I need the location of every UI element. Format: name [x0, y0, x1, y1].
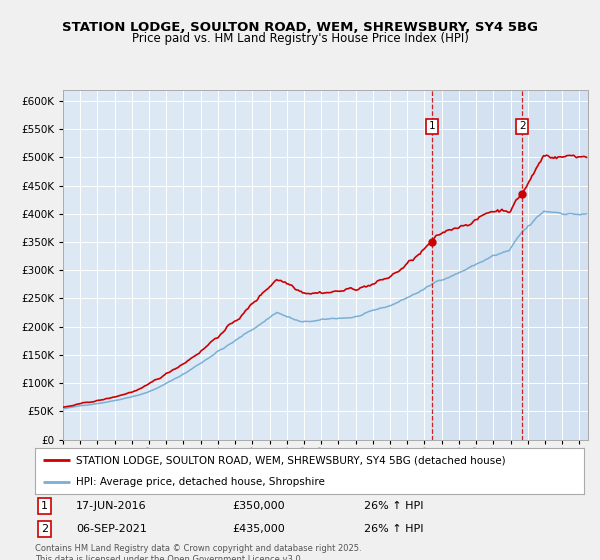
Text: Price paid vs. HM Land Registry's House Price Index (HPI): Price paid vs. HM Land Registry's House … — [131, 32, 469, 45]
Bar — [433, 90, 588, 440]
Text: 1: 1 — [429, 122, 436, 131]
Text: STATION LODGE, SOULTON ROAD, WEM, SHREWSBURY, SY4 5BG: STATION LODGE, SOULTON ROAD, WEM, SHREWS… — [62, 21, 538, 34]
Text: 06-SEP-2021: 06-SEP-2021 — [76, 524, 147, 534]
Text: STATION LODGE, SOULTON ROAD, WEM, SHREWSBURY, SY4 5BG (detached house): STATION LODGE, SOULTON ROAD, WEM, SHREWS… — [76, 455, 506, 465]
Text: 26% ↑ HPI: 26% ↑ HPI — [364, 524, 424, 534]
Text: 2: 2 — [41, 524, 48, 534]
Text: £435,000: £435,000 — [232, 524, 285, 534]
Text: 1: 1 — [41, 501, 48, 511]
Text: 2: 2 — [519, 122, 526, 131]
Text: 17-JUN-2016: 17-JUN-2016 — [76, 501, 146, 511]
Text: £350,000: £350,000 — [232, 501, 285, 511]
Text: 26% ↑ HPI: 26% ↑ HPI — [364, 501, 424, 511]
Text: Contains HM Land Registry data © Crown copyright and database right 2025.
This d: Contains HM Land Registry data © Crown c… — [35, 544, 361, 560]
Text: HPI: Average price, detached house, Shropshire: HPI: Average price, detached house, Shro… — [76, 477, 325, 487]
